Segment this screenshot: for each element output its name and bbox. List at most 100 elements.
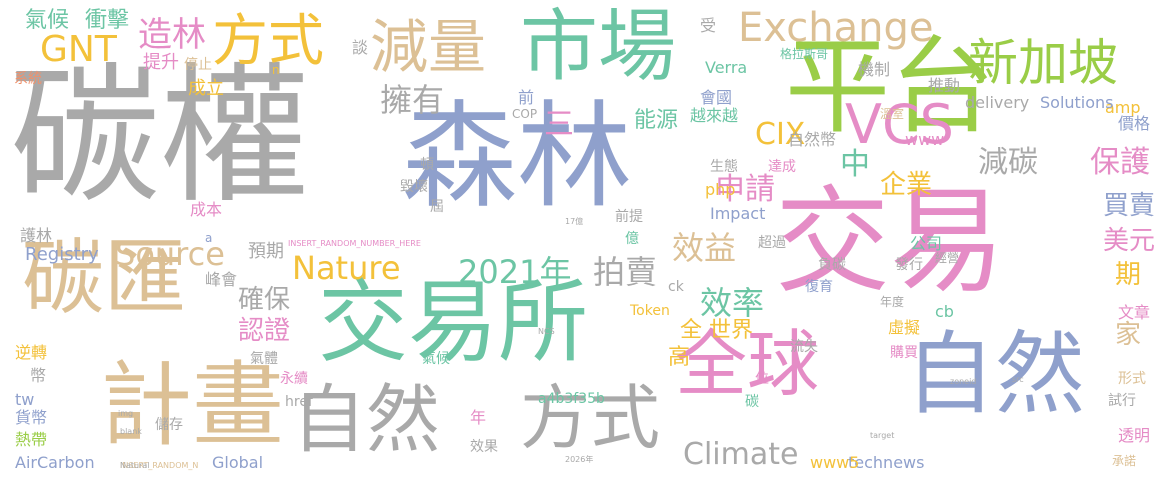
word-cloud-word: 貨幣 bbox=[15, 408, 48, 427]
word-cloud-word: www bbox=[905, 130, 945, 149]
word-cloud-word: 期 bbox=[1115, 260, 1142, 290]
word-cloud-word: Solutions bbox=[1040, 93, 1114, 112]
word-cloud-word: 談 bbox=[352, 38, 369, 57]
word-cloud-word: 生態 bbox=[710, 159, 738, 175]
word-cloud-word: 平台 bbox=[785, 26, 996, 148]
word-cloud-word: 碳權 bbox=[10, 50, 311, 224]
word-cloud-word: 企業 bbox=[880, 170, 933, 200]
word-cloud-word: 買賣 bbox=[1103, 191, 1156, 221]
word-cloud-word: Climate bbox=[683, 437, 799, 472]
word-cloud-word: amp bbox=[1105, 98, 1141, 117]
word-cloud-word: 申請 bbox=[715, 172, 775, 207]
word-cloud-word: 復育 bbox=[805, 279, 833, 295]
word-cloud-word: 氣候 bbox=[25, 8, 70, 33]
word-cloud-word: Verra bbox=[705, 58, 748, 77]
word-cloud-word: 成本 bbox=[190, 200, 223, 219]
word-cloud-word: 形式 bbox=[1118, 371, 1146, 387]
word-cloud-word: 機制 bbox=[858, 60, 891, 79]
word-cloud-word: 溫室 bbox=[880, 107, 905, 121]
word-cloud-word: GNT bbox=[40, 29, 117, 70]
word-cloud-word: 氣候 bbox=[422, 351, 450, 367]
word-cloud-word: 拍賣 bbox=[593, 253, 658, 291]
word-cloud-word: a4b3f35b bbox=[538, 391, 605, 407]
word-cloud-word: cb bbox=[935, 302, 954, 321]
word-cloud-word: 減量 bbox=[370, 13, 487, 81]
word-cloud-word: 家 bbox=[1115, 320, 1142, 350]
word-cloud-word: 17億 bbox=[565, 217, 584, 226]
word-cloud-word: INSERT_RANDOM_N bbox=[120, 461, 199, 470]
word-cloud-word: 碳 bbox=[745, 394, 759, 410]
word-cloud-word: 成立 bbox=[188, 78, 224, 99]
word-cloud-word: NCS bbox=[538, 327, 555, 336]
word-cloud-word: www5 bbox=[810, 453, 860, 472]
word-cloud-word: php bbox=[705, 180, 736, 199]
word-cloud-word: 承諾 bbox=[1112, 454, 1137, 468]
word-cloud-word: 全 世界 bbox=[680, 318, 753, 343]
word-cloud-word: 認證 bbox=[238, 316, 291, 346]
word-cloud-word: technews bbox=[848, 453, 925, 472]
word-cloud-word: 位 bbox=[755, 371, 769, 387]
word-cloud-word: 年 bbox=[470, 408, 487, 427]
word-cloud-word: 確保 bbox=[238, 285, 291, 315]
word-cloud-word: 億 bbox=[625, 231, 639, 247]
word-cloud-word: 效果 bbox=[470, 439, 498, 455]
word-cloud-word: 屆 bbox=[430, 199, 444, 215]
word-cloud-word: Natural bbox=[120, 461, 150, 470]
word-cloud-word: 逆轉 bbox=[15, 343, 48, 362]
word-cloud-word: 越來越 bbox=[690, 106, 739, 125]
word-cloud-word: 頓 bbox=[420, 157, 434, 173]
word-cloud-word: 高 bbox=[668, 345, 691, 370]
word-cloud-word: 減碳 bbox=[978, 145, 1038, 180]
word-cloud-word: 峰會 bbox=[205, 270, 238, 289]
word-cloud-word: 擁有 bbox=[380, 81, 445, 119]
word-cloud-word: 透明 bbox=[1118, 426, 1151, 445]
word-cloud-word: 自然 bbox=[905, 322, 1085, 427]
word-cloud-word: 會國 bbox=[700, 88, 733, 107]
word-cloud-word: 全球 bbox=[675, 322, 820, 406]
word-cloud-word: 2026年 bbox=[565, 455, 594, 464]
word-cloud-word: 造林 bbox=[138, 15, 206, 55]
word-cloud-word: 2021年 bbox=[458, 253, 572, 291]
word-cloud-word: 前提 bbox=[615, 209, 643, 225]
word-cloud-word: blank bbox=[120, 427, 142, 436]
word-cloud-word: 流失 bbox=[790, 339, 818, 355]
word-cloud-word: 中 bbox=[840, 147, 870, 182]
word-cloud-word: 方式 bbox=[520, 377, 660, 459]
word-cloud-word: 自然 bbox=[292, 377, 440, 463]
word-cloud-word: CIX bbox=[755, 117, 806, 152]
word-cloud-word: COP bbox=[512, 107, 538, 121]
word-cloud-word: 毀壞 bbox=[400, 179, 428, 195]
word-cloud-word: 方式 bbox=[212, 9, 324, 74]
word-cloud-word: 試行 bbox=[1108, 393, 1136, 409]
word-cloud-word: zoneid bbox=[950, 377, 977, 386]
word-cloud-word: 虛擬 bbox=[888, 318, 921, 337]
word-cloud-word: 氣體 bbox=[250, 351, 278, 367]
word-cloud-word: Exchange bbox=[738, 5, 934, 51]
word-cloud-word: 發行 bbox=[895, 257, 923, 273]
word-cloud-word: 能源 bbox=[634, 108, 679, 133]
word-cloud-word: 達成 bbox=[768, 159, 796, 175]
word-cloud-word: 受 bbox=[700, 16, 717, 35]
word-cloud-word: 熱帶 bbox=[15, 430, 48, 449]
word-cloud-word: 文章 bbox=[1118, 303, 1151, 322]
word-cloud-word: 三 bbox=[544, 107, 574, 142]
word-cloud-word: 護林 bbox=[20, 226, 53, 245]
word-cloud-word: n bbox=[272, 63, 280, 77]
word-cloud-word: 交易 bbox=[775, 175, 1006, 309]
word-cloud-word: 提升 bbox=[143, 52, 179, 73]
word-cloud-word: Impact bbox=[710, 204, 766, 223]
word-cloud-word: 經營 bbox=[935, 251, 960, 265]
word-cloud-word: img bbox=[118, 409, 134, 418]
word-cloud-word: 年度 bbox=[880, 295, 905, 309]
word-cloud-word: 公司 bbox=[910, 234, 943, 253]
word-cloud-word: Registry bbox=[25, 244, 99, 265]
word-cloud-word: 自然幣 bbox=[788, 130, 837, 149]
word-cloud-word: 森林 bbox=[402, 90, 633, 224]
word-cloud-word: target bbox=[870, 431, 895, 440]
word-cloud-word: 系統 bbox=[14, 71, 42, 87]
word-cloud-word: 碳匯 bbox=[22, 231, 187, 326]
word-cloud-word: Global bbox=[212, 453, 264, 472]
word-cloud-word: VCS bbox=[845, 93, 954, 156]
word-cloud-word: 負碳 bbox=[818, 257, 846, 273]
